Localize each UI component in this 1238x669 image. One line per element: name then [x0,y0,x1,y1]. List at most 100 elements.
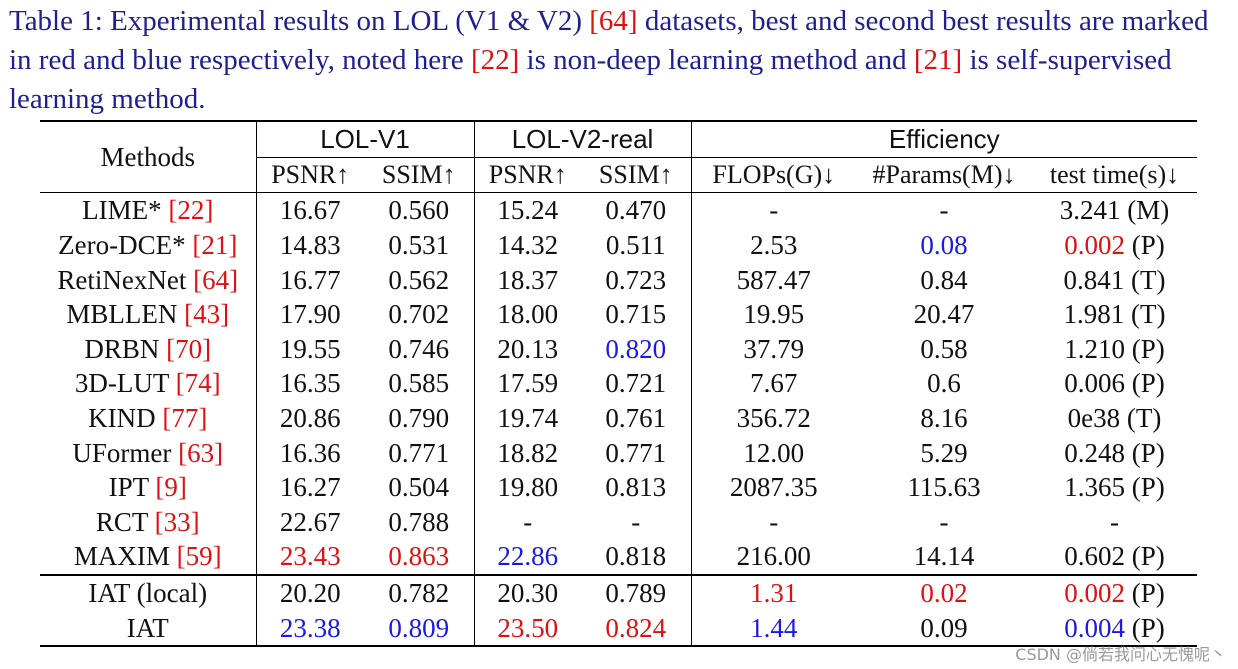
cell-value: 0.841 (T) [1063,264,1166,295]
cell-value: 0.771 [388,437,450,468]
citation-link[interactable]: [74] [175,368,221,399]
citation-link[interactable]: [22] [168,195,214,226]
table-cell: 16.67 [255,192,364,228]
caption-ref-link[interactable]: [21] [913,44,963,76]
table-cell: 2087.35 [690,469,857,505]
cell-value: 14.83 [279,230,341,261]
table-cell: - [690,192,857,228]
table-cell: 2.53 [690,227,857,263]
table-cell: 0.790 [364,401,474,436]
table-cell: 0.820 [581,332,691,367]
cell-value: 18.82 [497,437,559,468]
table-cell: 0.09 [856,610,1032,646]
cell-value: 16.67 [279,195,341,226]
method-name: IAT (local) [40,575,256,611]
col-header: #Params(M)↓ [872,159,1016,189]
cell-value: 23.50 [497,612,559,643]
cell-value: 0.702 [388,299,450,330]
citation-link[interactable]: [70] [166,333,212,364]
table-cell: 0.58 [856,332,1032,367]
table-cell: 16.36 [255,435,364,470]
citation-link[interactable]: [33] [154,506,200,537]
caption-ref-link[interactable]: [64] [589,5,638,37]
cell-value: 1.981 (T) [1063,299,1166,330]
table-row: RetiNexNet [64] 16.77 0.562 18.37 0.723 587.4… [40,262,1197,297]
table-cell: 0.771 [581,435,691,470]
method-label: MAXIM [73,541,177,572]
table-cell: 19.80 [473,469,582,505]
table-cell: - [856,505,1032,540]
methods-header: Methods [40,121,256,194]
cell-value: 216.00 [736,541,811,572]
citation-link[interactable]: [64] [193,264,239,295]
citation-link[interactable]: [9] [155,472,187,503]
table-cell: 0.841 (T) [1032,262,1197,297]
cell-value: 19.74 [497,403,559,434]
table-cell: 0.771 [364,435,474,470]
table-row: UFormer [63] 16.36 0.771 18.82 0.771 12.00 5.2… [40,435,1197,470]
citation-link[interactable]: [77] [162,403,208,434]
col-header: SSIM↑ [381,159,456,189]
caption-text: is self-supervised learning method. [9,44,1172,115]
cell-value: 1.365 (P) [1064,472,1165,503]
cell-value: 19.55 [279,333,341,364]
table-cell: 18.82 [473,435,582,470]
citation-link[interactable]: [63] [178,437,224,468]
table-row: IAT 23.38 0.809 23.50 0.824 1.44 0.09 0.004 (P) [40,610,1198,646]
table-cell: 8.16 [856,401,1032,436]
cell-value: 18.37 [497,264,559,295]
table-cell: 5.29 [856,435,1032,470]
table-cell: 0.6 [856,366,1032,401]
header-sub-row: PSNR↑ SSIM↑ PSNR↑ SSIM↑ FLOPs(G)↓ #Param… [40,157,1198,193]
table-cell: 19.74 [473,400,582,436]
table-cell: 22.86 [473,539,582,575]
cell-value: 0.006 (P) [1064,368,1165,399]
method-name: UFormer [63] [40,435,256,470]
table-cell: 22.67 [255,504,364,540]
watermark: CSDN @倘若我问心无愧呢丶 [1015,645,1226,664]
table-cell: 1.44 [690,610,857,646]
cell-value: 0.560 [388,195,450,226]
cell-value: 0.715 [605,299,667,330]
table-cell: 0.531 [364,228,474,263]
citation-link[interactable]: [43] [184,299,230,330]
cell-value: 14.14 [913,541,975,572]
cell-value: 0.84 [920,264,968,295]
citation-link[interactable]: [21] [192,230,238,261]
cell-value: 0.6 [927,368,961,399]
cell-value: 3.241 (M) [1059,195,1170,226]
method-name: RetiNexNet [64] [40,262,256,297]
col-header: test time(s)↓ [1049,159,1180,189]
col-header: PSNR↑ [255,157,364,193]
method-name: LIME* [22] [40,193,256,228]
cell-value: 17.59 [497,368,559,399]
table-cell: - [1032,505,1197,540]
cell-value: 0.002 [1064,230,1126,261]
cell-value: 0.818 [605,541,667,572]
cell-value: 0.809 [388,612,450,643]
table-body: LIME* [22] 16.67 0.560 15.24 0.470 - - 3.241 (M… [40,192,1197,575]
table-cell: 20.86 [255,400,364,436]
table-cell: 20.13 [473,331,582,367]
cell-value: 14.32 [497,230,559,261]
cell-value: 0.585 [388,368,450,399]
method-label: IPT [108,472,156,503]
table-cell: - [690,504,857,540]
cell-value: 0.771 [605,437,667,468]
table-cell: 0.723 [581,262,691,297]
col-header: SSIM↑ [598,159,673,189]
table-cell: 0.002 (P) [1032,575,1197,611]
cell-value: 0.746 [388,333,450,364]
cell-value: 1.210 (P) [1064,333,1165,364]
cell-value: 0.789 [605,578,667,609]
cell-value: 0.782 [388,578,450,609]
cell-value: 0.820 [605,333,667,364]
cell-value: 18.00 [497,299,559,330]
table-row: LIME* [22] 16.67 0.560 15.24 0.470 - - 3.241 (M… [40,192,1197,228]
citation-link[interactable]: [59] [176,541,222,572]
table-row: IAT (local) 20.20 0.782 20.30 0.789 1.31 0.02 0… [40,574,1198,611]
caption-ref-link[interactable]: [22] [470,44,520,76]
table-cell: 23.38 [255,610,364,646]
caption-text: is non-deep learning method and [519,44,914,76]
cell-value: 0.08 [920,230,968,261]
